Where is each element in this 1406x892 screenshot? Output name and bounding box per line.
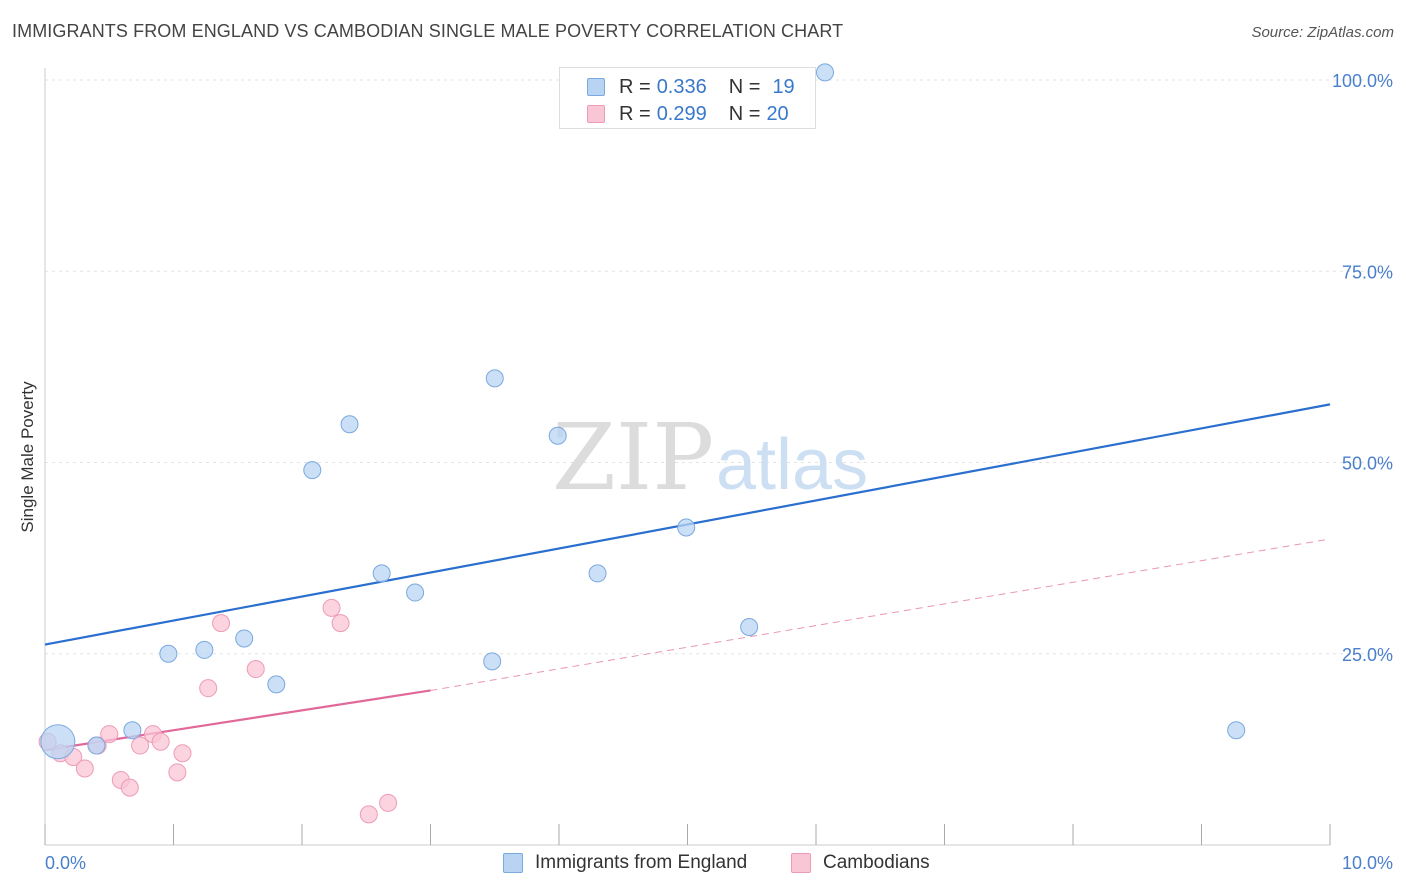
england-point — [1227, 721, 1246, 740]
cambodian-point — [331, 614, 350, 633]
england-point — [235, 629, 254, 648]
england-point — [485, 369, 504, 388]
y-tick-label: 100.0% — [1332, 71, 1393, 91]
england-point — [815, 63, 834, 82]
cambodian-point — [173, 744, 192, 763]
england-swatch-icon — [587, 78, 605, 96]
cambodian-legend-icon — [791, 853, 811, 873]
cambodian-point — [168, 763, 187, 782]
cambodian-point — [379, 793, 398, 812]
watermark: ZIP atlas — [552, 404, 868, 511]
england-point — [40, 724, 76, 760]
england-point — [87, 736, 106, 755]
cambodian-point — [131, 736, 150, 755]
england-point — [740, 617, 759, 636]
legend-row-cambodians: R = 0.299 N = 20 — [587, 102, 789, 126]
y-tick-label: 75.0% — [1342, 262, 1393, 282]
legend-n-label: N = — [728, 102, 761, 125]
tick-labels: 25.0% 50.0% 75.0% 100.0% 0.0% 10.0% — [45, 71, 1393, 873]
cambodian-trend-extension — [430, 538, 1331, 691]
watermark-zip: ZIP — [552, 404, 714, 511]
y-tick-label: 25.0% — [1342, 645, 1393, 665]
legend-n-label: N = — [728, 75, 761, 98]
y-tick-label: 50.0% — [1342, 454, 1393, 474]
legend-label-england: Immigrants from England — [535, 852, 748, 873]
legend-r-label: R = — [619, 75, 651, 98]
england-point — [483, 652, 502, 671]
england-point — [406, 583, 425, 602]
england-point — [267, 675, 286, 694]
cambodian-point — [199, 679, 218, 698]
england-point — [340, 415, 359, 434]
legend-item-england[interactable]: Immigrants from England — [503, 852, 747, 874]
chart-title: IMMIGRANTS FROM ENGLAND VS CAMBODIAN SIN… — [12, 21, 844, 41]
england-point — [372, 564, 391, 583]
watermark-atlas: atlas — [716, 425, 868, 505]
england-point — [677, 518, 696, 537]
data-points — [38, 63, 1246, 824]
england-point — [123, 721, 142, 740]
england-point — [159, 644, 178, 663]
x-tick-label: 0.0% — [45, 853, 86, 873]
source-label: Source: ZipAtlas.com — [1251, 24, 1394, 41]
cambodian-point — [151, 732, 170, 751]
legend-n-value: 19 — [772, 75, 795, 98]
legend-n-value: 20 — [766, 102, 789, 125]
legend-r-value: 0.299 — [656, 102, 707, 125]
england-point — [303, 461, 322, 480]
stats-legend: R = 0.336 N = 19 R = 0.299 N = 20 — [559, 67, 816, 129]
cambodian-point — [322, 598, 341, 617]
england-point — [588, 564, 607, 583]
legend-item-cambodians[interactable]: Cambodians — [791, 852, 930, 874]
england-point — [195, 640, 214, 659]
cambodian-point — [75, 759, 94, 778]
cambodian-point — [100, 725, 119, 744]
cambodian-point — [212, 614, 231, 633]
grid-lines — [45, 79, 1392, 655]
x-tick-label: 10.0% — [1342, 853, 1393, 873]
cambodian-point — [120, 778, 139, 797]
axes — [44, 68, 1331, 846]
cambodian-point — [359, 805, 378, 824]
england-legend-icon — [503, 853, 523, 873]
cambodian-point — [246, 660, 265, 679]
england-point — [548, 426, 567, 445]
legend-r-value: 0.336 — [656, 75, 707, 98]
legend-row-england: R = 0.336 N = 19 — [587, 75, 795, 99]
cambodian-swatch-icon — [587, 105, 605, 123]
legend-r-label: R = — [619, 102, 651, 125]
legend-label-cambodians: Cambodians — [823, 852, 930, 873]
